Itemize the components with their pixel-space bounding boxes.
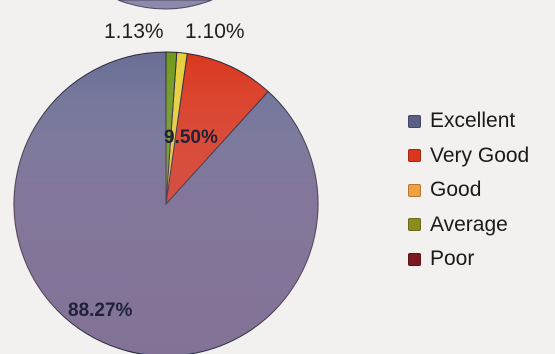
legend-item-average: Average [408,208,529,243]
data-label-good: 1.10% [185,20,245,43]
chart-legend: Excellent Very Good Good Average Poor [408,104,529,277]
upper-pie-remnant [117,0,213,10]
legend-swatch-very-good [408,149,421,163]
data-label-very-good: 9.50% [164,127,218,148]
legend-label-poor: Poor [430,247,475,271]
legend-item-excellent: Excellent [408,104,529,139]
legend-swatch-good [408,183,421,197]
data-label-excellent: 88.27% [68,300,133,321]
legend-label-average: Average [430,212,508,236]
legend-label-good: Good [430,178,482,202]
legend-item-very-good: Very Good [408,139,529,174]
legend-item-good: Good [408,173,529,208]
legend-swatch-average [408,218,421,232]
legend-label-very-good: Very Good [430,143,530,167]
data-label-average: 1.13% [104,20,164,43]
legend-swatch-poor [408,252,421,266]
legend-item-poor: Poor [408,242,529,277]
legend-swatch-excellent [408,114,421,128]
legend-label-excellent: Excellent [430,109,516,133]
pie-shade-overlay [13,53,319,354]
